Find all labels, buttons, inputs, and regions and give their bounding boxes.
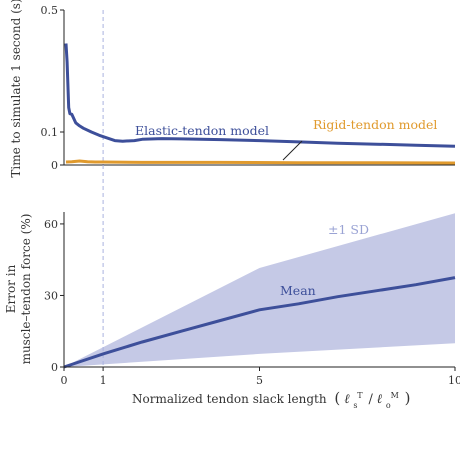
x-axis-label: Normalized tendon slack length ( ℓ s T /… <box>132 387 410 411</box>
elastic-tendon-label: Elastic-tendon model <box>135 123 269 138</box>
runtime-series-group <box>64 43 456 165</box>
top-y-ticks: 0 0.1 0.5 <box>41 4 64 172</box>
sd-label: ±1 SD <box>328 222 369 237</box>
x-axis-ell-num: ℓ <box>344 392 350 407</box>
bottom-y-tick-label-1: 30 <box>44 289 58 302</box>
bottom-x-ticks: 0 1 5 10 <box>61 367 460 387</box>
x-axis-ell-den: ℓ <box>377 392 383 407</box>
top-y-axis-label: Time to simulate 1 second (s) <box>9 0 23 178</box>
bottom-y-axis-label-line2: muscle–tendon force (%) <box>19 214 33 365</box>
bottom-y-tick-label-2: 60 <box>44 218 58 231</box>
bottom-y-axis-label-line1: Error in <box>4 264 18 313</box>
x-axis-paren-open: ( <box>334 389 340 407</box>
rigid-tendon-leader-line <box>282 140 303 161</box>
bottom-y-tick-label-0: 0 <box>51 361 58 374</box>
elastic-tendon-line <box>64 43 456 148</box>
sd-band <box>64 213 455 367</box>
top-y-tick-label-2: 0.5 <box>41 4 59 17</box>
x-tick-label-0: 0 <box>61 374 68 387</box>
mean-label: Mean <box>280 283 316 298</box>
x-axis-paren-close: ) <box>405 389 411 407</box>
x-axis-sub-den: o <box>386 401 391 410</box>
x-axis-label-text: Normalized tendon slack length <box>132 392 327 406</box>
runtime-panel: 0 0.1 0.5 Time to simulate 1 second (s) El… <box>9 0 456 178</box>
x-axis-sub-num: s <box>353 401 357 410</box>
rigid-tendon-label: Rigid-tendon model <box>313 117 437 132</box>
error-panel: 0 30 60 0 1 5 10 Error in muscle–tendon force… <box>4 165 460 411</box>
x-axis-sup-den: M <box>391 391 399 400</box>
x-tick-label-3: 10 <box>448 374 460 387</box>
rigid-tendon-line <box>65 159 456 165</box>
bottom-y-ticks: 0 30 60 <box>44 218 64 374</box>
x-axis-slash: / <box>368 392 373 407</box>
x-axis-sup-num: T <box>357 391 363 400</box>
x-tick-label-2: 5 <box>256 374 263 387</box>
top-y-tick-label-1: 0.1 <box>41 126 59 139</box>
top-y-tick-label-0: 0 <box>51 159 58 172</box>
x-tick-label-1: 1 <box>100 374 107 387</box>
mean-line <box>63 276 456 369</box>
